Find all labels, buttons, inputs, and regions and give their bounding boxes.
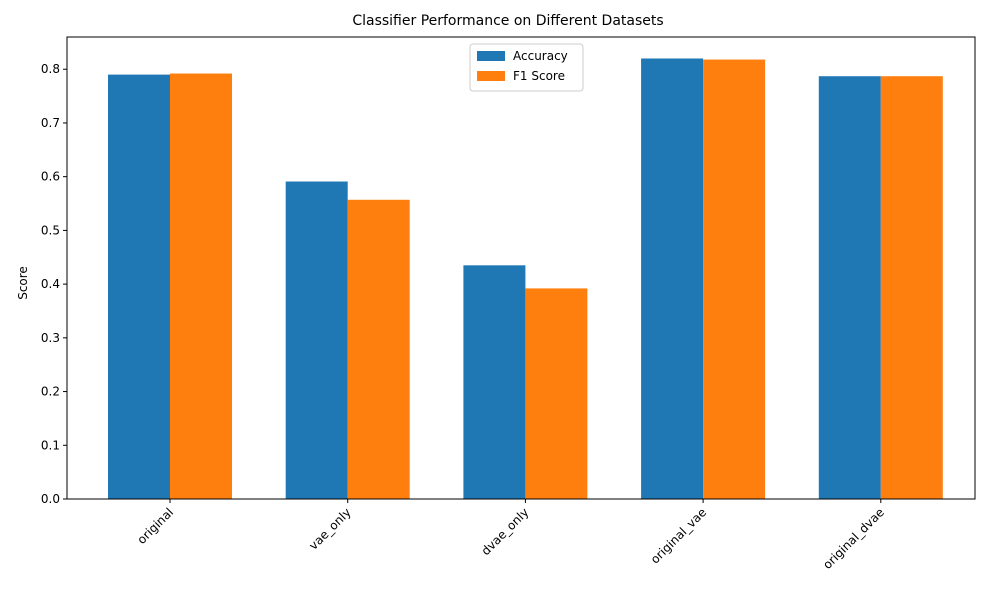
bar-f1-score-original_dvae <box>880 76 943 499</box>
y-tick-label: 0.8 <box>41 62 60 76</box>
y-tick-label: 0.0 <box>41 492 60 506</box>
bar-f1-score-original <box>170 73 232 499</box>
x-tick-label: original_dvae <box>820 505 887 572</box>
x-tick-label: dvae_only <box>479 505 532 558</box>
y-tick-label: 0.1 <box>41 438 60 452</box>
y-tick-label: 0.2 <box>41 385 60 399</box>
y-axis-label: Score <box>16 266 30 300</box>
chart-title: Classifier Performance on Different Data… <box>352 13 663 29</box>
bar-accuracy-vae_only <box>285 181 348 499</box>
bar-accuracy-original <box>108 74 170 500</box>
y-axis: 0.0 0.1 0.2 0.3 0.4 0.5 0.6 0.7 0.8 <box>41 62 67 506</box>
bar-f1-score-original_vae <box>703 59 766 499</box>
y-tick-label: 0.3 <box>41 331 60 345</box>
bar-accuracy-original_dvae <box>818 76 881 499</box>
y-tick-label: 0.7 <box>41 116 60 130</box>
bars-group <box>108 58 943 500</box>
plot-frame <box>66 36 976 500</box>
y-tick-label: 0.6 <box>41 170 60 184</box>
legend-label: F1 Score <box>513 69 565 83</box>
legend-swatch <box>477 51 505 61</box>
x-tick-label: vae_only <box>306 505 354 553</box>
x-tick-label: original_vae <box>648 505 709 566</box>
legend-label: Accuracy <box>513 49 568 63</box>
bar-f1-score-vae_only <box>347 199 410 499</box>
y-tick-label: 0.4 <box>41 277 60 291</box>
legend: Accuracy F1 Score <box>469 43 584 92</box>
bar-f1-score-dvae_only <box>525 288 588 499</box>
x-axis: original vae_only dvae_only original_vae ori… <box>135 499 887 572</box>
x-tick-label: original <box>135 505 177 547</box>
bar-accuracy-original_vae <box>641 58 704 499</box>
y-tick-label: 0.5 <box>41 223 60 237</box>
bar-accuracy-dvae_only <box>463 265 526 499</box>
legend-swatch <box>477 71 505 81</box>
